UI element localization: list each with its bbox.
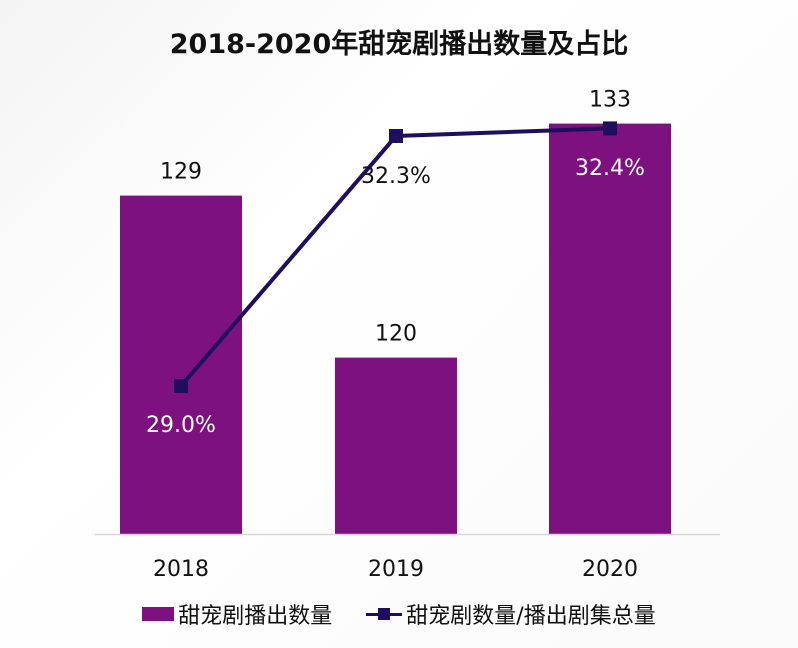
- bar-data-label: 133: [589, 88, 631, 113]
- legend-label-line: 甜宠剧数量/播出剧集总量: [406, 604, 656, 629]
- legend: 甜宠剧播出数量 甜宠剧数量/播出剧集总量: [0, 598, 798, 630]
- legend-bar-swatch: [142, 607, 175, 621]
- line-marker-2018: [174, 379, 188, 393]
- bar-data-label: 120: [375, 322, 417, 347]
- legend-item-line: 甜宠剧数量/播出剧集总量: [366, 598, 656, 630]
- bar-2019: [335, 357, 457, 534]
- bar-2020: [549, 123, 671, 534]
- chart-title: 2018-2020年甜宠剧播出数量及占比: [169, 29, 629, 60]
- legend-label-bar: 甜宠剧播出数量: [178, 604, 333, 629]
- x-tick-label: 2020: [582, 557, 638, 582]
- line-marker-2019: [389, 129, 403, 143]
- line-marker-2020: [603, 121, 617, 136]
- bar-2018: [120, 195, 242, 534]
- legend-item-bar: 甜宠剧播出数量: [142, 598, 332, 630]
- x-tick-label: 2018: [153, 557, 209, 582]
- line-data-label: 32.3%: [361, 164, 431, 189]
- line-data-label: 32.4%: [575, 156, 645, 181]
- legend-line-swatch: [366, 607, 403, 621]
- x-tick-label: 2019: [368, 557, 424, 582]
- line-data-label: 29.0%: [146, 413, 216, 438]
- bar-data-label: 129: [160, 160, 202, 185]
